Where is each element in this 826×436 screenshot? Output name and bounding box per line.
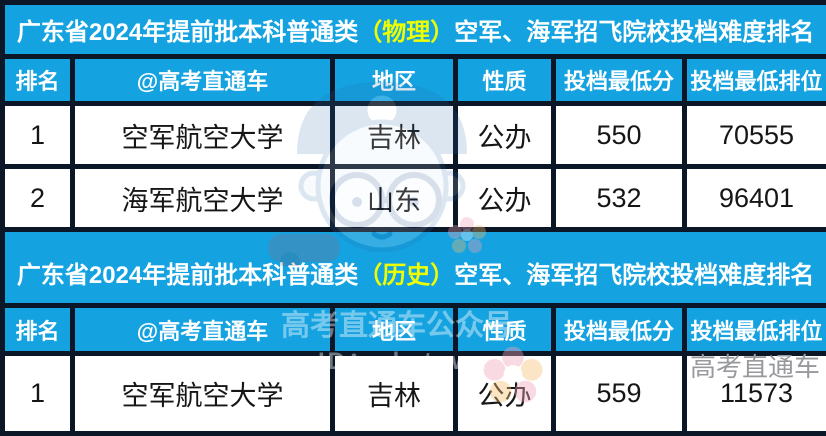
table-row: 1 空军航空大学 吉林 公办 550 70555 <box>3 104 826 167</box>
school-cell: 海军航空大学 <box>73 167 333 230</box>
subject-highlight-history: （历史） <box>358 262 454 289</box>
col-header-school: @高考直通车 <box>73 57 333 104</box>
rank-cell: 1 <box>3 104 73 167</box>
table-row: 2 海军航空大学 山东 公办 532 96401 <box>3 167 826 230</box>
table-row: 1 空军航空大学 吉林 公办 559 11573 <box>3 354 826 434</box>
min-score-cell: 559 <box>554 354 685 434</box>
min-rank-cell: 70555 <box>685 104 826 167</box>
min-score-cell: 550 <box>554 104 685 167</box>
col-header-min-score: 投档最低分 <box>554 306 685 354</box>
rank-cell: 1 <box>3 354 73 434</box>
col-header-min-rank: 投档最低排位 <box>685 306 826 354</box>
col-header-school: @高考直通车 <box>73 306 333 354</box>
col-header-region: 地区 <box>333 57 456 104</box>
col-header-min-score: 投档最低分 <box>554 57 685 104</box>
title-prefix: 广东省2024年提前批本科普通类 <box>17 262 358 289</box>
title-prefix: 广东省2024年提前批本科普通类 <box>17 19 358 46</box>
region-cell: 吉林 <box>333 354 456 434</box>
title-suffix: 空军、海军招飞院校投档难度排名 <box>454 19 814 46</box>
col-header-region: 地区 <box>333 306 456 354</box>
infographic-canvas: { "colors": { "background_blue": "#14a2e… <box>0 0 826 421</box>
col-header-rank: 排名 <box>3 57 73 104</box>
min-score-cell: 532 <box>554 167 685 230</box>
section-physics-title: 广东省2024年提前批本科普通类（物理）空军、海军招飞院校投档难度排名 <box>3 3 826 57</box>
type-cell: 公办 <box>456 354 554 434</box>
subject-highlight-physics: （物理） <box>358 19 454 46</box>
section-physics-title-row: 广东省2024年提前批本科普通类（物理）空军、海军招飞院校投档难度排名 <box>3 3 826 57</box>
type-cell: 公办 <box>456 167 554 230</box>
type-cell: 公办 <box>456 104 554 167</box>
min-rank-cell: 96401 <box>685 167 826 230</box>
col-header-type: 性质 <box>456 306 554 354</box>
rank-cell: 2 <box>3 167 73 230</box>
region-cell: 山东 <box>333 167 456 230</box>
section-physics-header-row: 排名 @高考直通车 地区 性质 投档最低分 投档最低排位 <box>3 57 826 104</box>
section-history-header-row: 排名 @高考直通车 地区 性质 投档最低分 投档最低排位 <box>3 306 826 354</box>
col-header-rank: 排名 <box>3 306 73 354</box>
school-cell: 空军航空大学 <box>73 354 333 434</box>
col-header-min-rank: 投档最低排位 <box>685 57 826 104</box>
col-header-type: 性质 <box>456 57 554 104</box>
region-cell: 吉林 <box>333 104 456 167</box>
section-history-title-row: 广东省2024年提前批本科普通类（历史）空军、海军招飞院校投档难度排名 <box>3 230 826 306</box>
section-history-title: 广东省2024年提前批本科普通类（历史）空军、海军招飞院校投档难度排名 <box>3 230 826 306</box>
min-rank-cell: 11573 <box>685 354 826 434</box>
title-suffix: 空军、海军招飞院校投档难度排名 <box>454 262 814 289</box>
school-cell: 空军航空大学 <box>73 104 333 167</box>
